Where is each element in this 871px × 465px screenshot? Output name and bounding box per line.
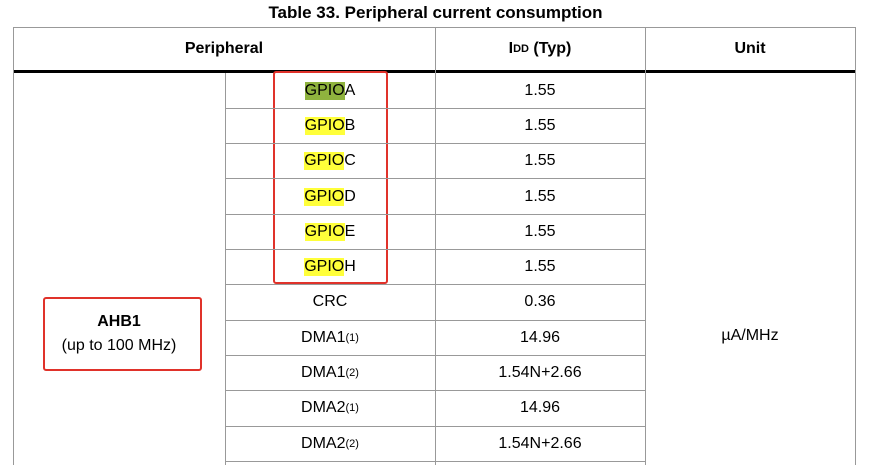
highlighted-text: GPIO — [304, 152, 345, 171]
group-note: (up to 100 MHz) — [61, 337, 177, 354]
peripheral-name: DMA2 — [301, 399, 346, 417]
row-line — [225, 425, 645, 427]
row-line — [225, 213, 645, 215]
column-line — [645, 27, 646, 465]
peripheral-cell: GPIO B — [225, 108, 435, 143]
value-cell: 1.55 — [524, 81, 556, 99]
table-border — [855, 27, 856, 465]
column-line — [435, 27, 436, 465]
annotation-box — [43, 297, 202, 371]
peripheral-cell: DMA2 (2) — [225, 426, 435, 461]
peripheral-cell: GPIO D — [225, 179, 435, 214]
value-cell: 1.55 — [524, 258, 556, 276]
peripheral-name: DMA2 — [301, 434, 346, 452]
value-cell: 0.36 — [524, 293, 556, 311]
header-text: I — [508, 40, 514, 57]
value-cell: 1.54N+2.66 — [498, 364, 582, 382]
peripheral-name: E — [344, 222, 356, 240]
value-cell: 14.96 — [519, 399, 561, 417]
footnote-ref: (1) — [345, 402, 359, 415]
table-border — [13, 27, 14, 465]
highlighted-text: GPIO — [304, 116, 345, 135]
annotation-box — [273, 71, 388, 284]
header-text: (Typ) — [528, 40, 572, 57]
group-name: AHB1 — [97, 313, 141, 330]
footnote-ref: (1) — [345, 331, 359, 344]
peripheral-cell: DMA1 (1) — [225, 320, 435, 355]
footnote-ref: (2) — [345, 367, 359, 380]
row-line — [225, 390, 645, 392]
highlighted-text: GPIO — [304, 222, 345, 241]
group-cell: AHB1 (up to 100 MHz) — [13, 298, 225, 370]
value-cell: 1.55 — [524, 116, 556, 134]
row-line — [225, 143, 645, 145]
column-line — [225, 73, 226, 465]
peripheral-cell: DMA1 (2) — [225, 355, 435, 390]
value-cell: 1.55 — [524, 222, 556, 240]
footnote-ref: (2) — [345, 437, 359, 450]
peripheral-cell: GPIO A — [225, 73, 435, 108]
header-cell: I DD (Typ) — [435, 28, 645, 70]
value-cell: 1.54N+2.66 — [498, 434, 582, 452]
row-line — [225, 178, 645, 180]
row-line — [225, 354, 645, 356]
row-line — [225, 284, 645, 286]
value-cell: 1.55 — [524, 152, 556, 170]
header-rule — [13, 70, 856, 73]
value-cell: 14.96 — [519, 328, 561, 346]
peripheral-cell: GPIO E — [225, 214, 435, 249]
header-subscript: DD — [513, 43, 529, 55]
highlighted-text: GPIO — [304, 81, 345, 100]
peripheral-name: C — [344, 152, 356, 170]
unit-cell: µA/MHz — [721, 326, 779, 344]
highlighted-text: GPIO — [304, 258, 345, 277]
header-cell: Peripheral — [184, 40, 264, 57]
row-line — [225, 249, 645, 250]
peripheral-name: H — [344, 258, 356, 276]
row-line — [225, 319, 645, 321]
table-title: Table 33. Peripheral current consumption — [268, 2, 603, 22]
peripheral-name: DMA1 — [301, 328, 346, 346]
table-border — [13, 27, 856, 28]
peripheral-cell: CRC — [225, 285, 435, 320]
highlighted-text: GPIO — [304, 187, 345, 206]
value-cell: 1.55 — [524, 187, 556, 205]
header-cell: Unit — [734, 40, 766, 57]
row-line — [225, 460, 645, 462]
peripheral-name: D — [344, 187, 356, 205]
peripheral-name: B — [344, 116, 356, 134]
peripheral-name: DMA1 — [301, 364, 346, 382]
peripheral-name: CRC — [312, 293, 348, 311]
peripheral-cell: GPIO H — [225, 250, 435, 285]
peripheral-cell: GPIO C — [225, 144, 435, 179]
peripheral-cell: DMA2 (1) — [225, 391, 435, 426]
peripheral-name: A — [344, 81, 356, 99]
row-line — [225, 107, 645, 109]
